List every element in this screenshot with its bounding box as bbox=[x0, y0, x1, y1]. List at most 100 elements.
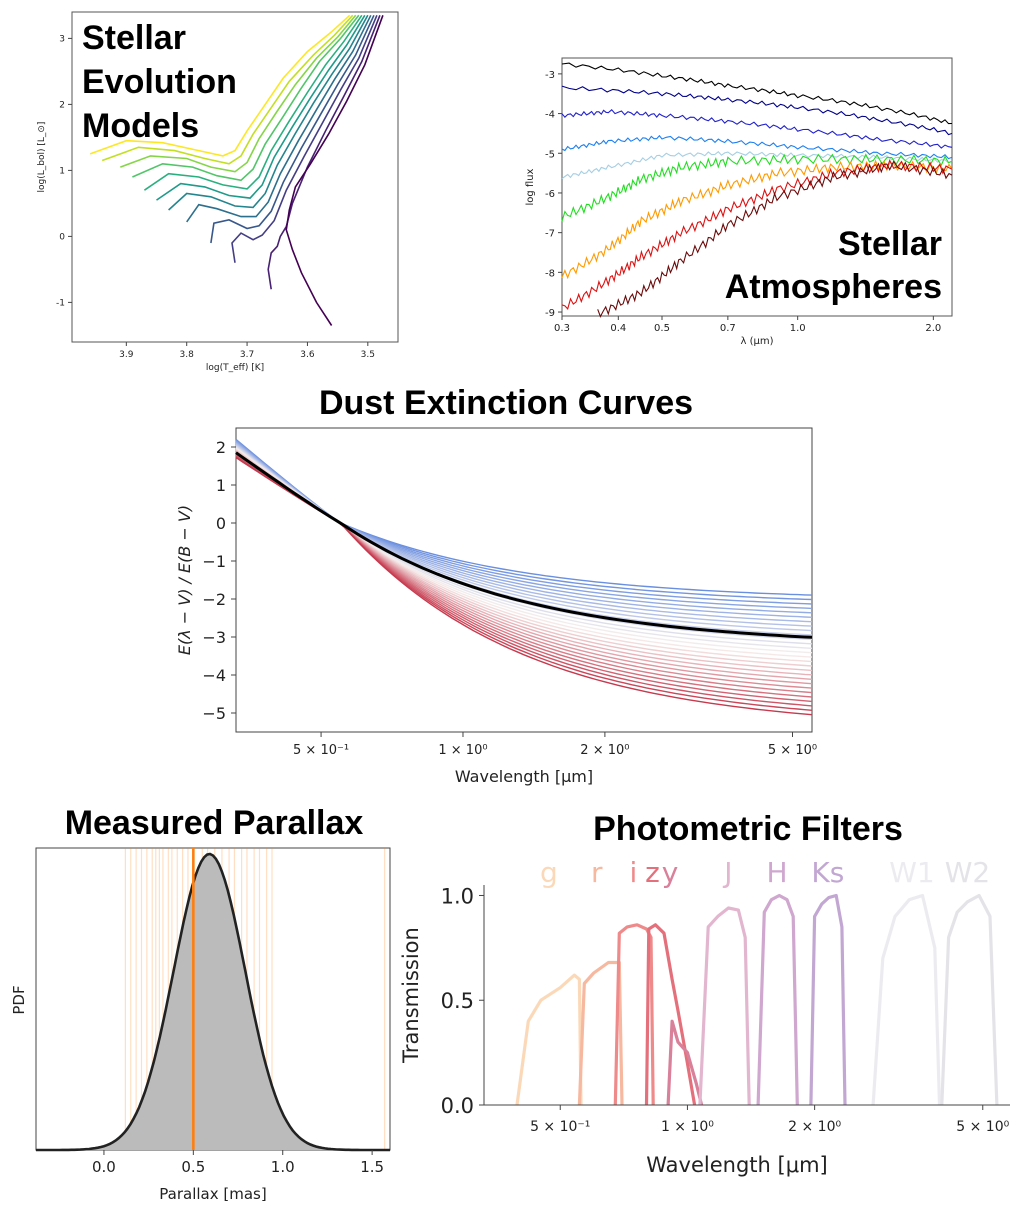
panel-photometric-filters: Photometric Filters g r i z y J H Ks W1 W2 5 × 10⁻… bbox=[399, 810, 1010, 1177]
filter-label-g: g bbox=[540, 856, 558, 889]
hr-y-tick-label: 2 bbox=[59, 100, 65, 110]
dust-y-tick-label: −2 bbox=[202, 590, 226, 609]
filters-y-tick-label: 0.0 bbox=[441, 1094, 474, 1118]
filter-curve-h bbox=[756, 893, 799, 1106]
spectrum-line bbox=[561, 159, 953, 280]
parallax-x-axis-label: Parallax [mas] bbox=[159, 1185, 266, 1203]
evolution-track bbox=[143, 14, 363, 191]
dust-y-tick-label: 0 bbox=[216, 514, 226, 533]
evolution-track bbox=[168, 14, 369, 211]
atmo-y-tick-label: -8 bbox=[545, 268, 555, 279]
dust-x-tick-label: 5 × 10⁻¹ bbox=[293, 743, 349, 758]
parallax-pdf-fill bbox=[36, 854, 390, 1150]
hr-y-tick-label: 0 bbox=[59, 232, 65, 242]
hr-y-axis-label: log(L_bol) [L_⊙] bbox=[37, 122, 47, 193]
spectrum-line bbox=[561, 150, 953, 180]
hr-y-tick-label: 1 bbox=[59, 166, 65, 176]
dust-y-tick-label: −1 bbox=[202, 552, 226, 571]
evolution-track bbox=[231, 14, 378, 263]
hr-y-tick-label: 3 bbox=[59, 34, 65, 44]
spectrum-line bbox=[561, 134, 953, 160]
atmo-y-tick-label: -3 bbox=[545, 70, 555, 81]
dust-y-tick-label: −4 bbox=[202, 666, 226, 685]
filter-label-i: i bbox=[630, 856, 638, 889]
evolution-track bbox=[101, 14, 354, 165]
atmo-x-tick-label: 2.0 bbox=[925, 323, 941, 334]
parallax-x-tick-label: 1.0 bbox=[271, 1158, 295, 1176]
hr-title-line-2: Evolution bbox=[82, 63, 237, 101]
panel-dust-extinction: Dust Extinction Curves 5 × 10⁻¹ 1 × 10⁰ 2 … bbox=[175, 384, 817, 786]
evolution-track bbox=[186, 14, 372, 223]
dust-y-axis-label: E(λ − V) / E(B − V) bbox=[175, 505, 194, 655]
filters-x-tick-label: 1 × 10⁰ bbox=[661, 1119, 714, 1135]
panel-stellar-evolution: 3.9 3.8 3.7 3.6 3.5 -1 0 1 2 3 log(T_eff) [K] log(L… bbox=[37, 11, 399, 373]
panel-parallax: Measured Parallax 0.0 0.5 1.0 1.5 Parallax [… bbox=[10, 804, 391, 1203]
hr-x-axis-label: log(T_eff) [K] bbox=[206, 363, 264, 373]
hr-plot-frame bbox=[71, 11, 399, 343]
atmo-x-tick-label: 0.5 bbox=[654, 323, 670, 334]
evolution-track bbox=[285, 15, 384, 326]
hr-y-tick-label: -1 bbox=[56, 298, 65, 308]
filter-label-w2: W2 bbox=[945, 856, 991, 889]
filter-curve-i bbox=[613, 923, 655, 1106]
filters-y-tick-label: 1.0 bbox=[441, 884, 474, 908]
atmo-x-tick-label: 1.0 bbox=[790, 323, 806, 334]
atmo-x-tick-label: 0.3 bbox=[554, 323, 570, 334]
filter-label-r: r bbox=[591, 856, 603, 889]
parallax-x-tick-label: 0.0 bbox=[92, 1158, 116, 1176]
atmo-y-tick-label: -6 bbox=[545, 189, 555, 200]
atmo-title-line-2: Atmospheres bbox=[725, 268, 942, 306]
filter-label-ks: Ks bbox=[811, 856, 844, 889]
evolution-track bbox=[89, 14, 351, 157]
filters-title: Photometric Filters bbox=[593, 810, 903, 848]
filter-curve-w2 bbox=[940, 893, 999, 1106]
filters-y-tick-label: 0.5 bbox=[441, 989, 474, 1013]
atmo-y-tick-label: -5 bbox=[545, 149, 555, 160]
hr-x-tick-label: 3.5 bbox=[361, 350, 375, 360]
dust-y-tick-label: −3 bbox=[202, 628, 226, 647]
panel-stellar-atmospheres: 0.3 0.4 0.5 0.7 1.0 2.0 -3 -4 -5 -6 -7 -8 -9 λ (μm) lo… bbox=[525, 57, 953, 347]
filters-x-axis-label: Wavelength [μm] bbox=[646, 1153, 827, 1177]
hr-x-tick-label: 3.9 bbox=[119, 350, 134, 360]
filter-label-z: z bbox=[645, 856, 660, 889]
filters-y-axis-label: Transmission bbox=[399, 927, 423, 1064]
dust-x-tick-label: 1 × 10⁰ bbox=[438, 743, 487, 758]
dust-x-tick-label: 2 × 10⁰ bbox=[580, 743, 629, 758]
parallax-x-tick-label: 1.5 bbox=[360, 1158, 384, 1176]
spectrum-line bbox=[561, 62, 953, 125]
filter-curve-g bbox=[515, 973, 583, 1106]
filter-curve-y bbox=[666, 1019, 704, 1106]
dust-y-tick-label: 1 bbox=[216, 476, 226, 495]
parallax-pdf-curve bbox=[36, 852, 390, 1152]
dust-title: Dust Extinction Curves bbox=[319, 384, 693, 422]
dust-plot-frame bbox=[235, 427, 813, 733]
hr-x-tick-label: 3.7 bbox=[240, 350, 254, 360]
filter-label-y: y bbox=[662, 856, 679, 889]
atmo-y-tick-label: -4 bbox=[545, 110, 555, 121]
evolution-track bbox=[120, 14, 357, 173]
filter-label-h: H bbox=[767, 856, 788, 889]
dust-x-axis-label: Wavelength [μm] bbox=[455, 767, 593, 786]
hr-x-tick-label: 3.6 bbox=[300, 350, 315, 360]
spectrum-line bbox=[561, 109, 953, 149]
filters-x-tick-label: 5 × 10⁰ bbox=[956, 1119, 1009, 1135]
spectrum-line bbox=[597, 160, 953, 318]
spectrum-line bbox=[561, 158, 953, 310]
filter-curve-z bbox=[644, 923, 697, 1106]
filter-label-j: J bbox=[722, 856, 732, 889]
atmo-y-tick-label: -9 bbox=[545, 308, 555, 319]
spectrum-line bbox=[561, 85, 953, 136]
parallax-y-axis-label: PDF bbox=[10, 985, 28, 1014]
dust-x-tick-label: 5 × 10⁰ bbox=[768, 743, 817, 758]
dust-y-tick-label: 2 bbox=[216, 438, 226, 457]
dust-y-tick-label: −5 bbox=[202, 704, 226, 723]
filter-curve-w1 bbox=[871, 893, 942, 1106]
evolution-track bbox=[156, 14, 366, 201]
atmo-x-tick-label: 0.7 bbox=[720, 323, 736, 334]
filter-curve-j bbox=[698, 906, 751, 1106]
parallax-title: Measured Parallax bbox=[65, 804, 364, 842]
atmo-y-tick-label: -7 bbox=[545, 229, 555, 240]
evolution-track bbox=[210, 14, 375, 244]
parallax-x-tick-label: 0.5 bbox=[181, 1158, 205, 1176]
